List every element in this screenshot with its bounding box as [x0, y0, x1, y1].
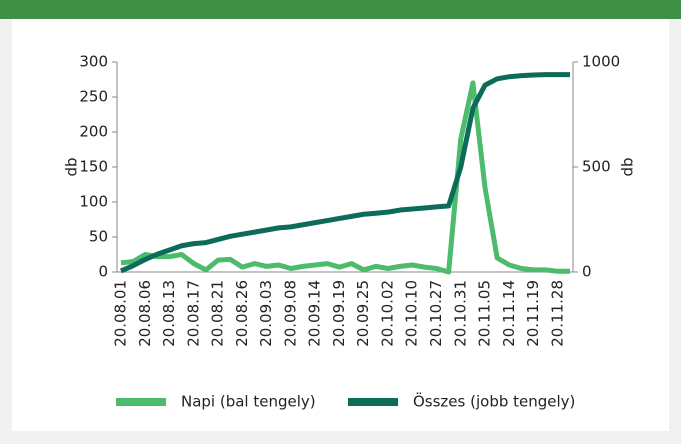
x-tick-label: 20.09.03: [257, 280, 275, 347]
x-tick-label: 20.08.17: [184, 280, 202, 347]
x-tick-label: 20.08.01: [112, 280, 130, 347]
y2-tick-label: 1000: [582, 53, 620, 71]
x-tick-label: 20.11.05: [476, 280, 494, 347]
y2-axis-label: db: [619, 157, 637, 176]
legend-label: Napi (bal tengely): [181, 393, 316, 411]
series-line: [120, 80, 570, 275]
y-tick-label: 50: [89, 228, 108, 246]
y-tick-label: 0: [98, 263, 108, 281]
x-tick-label: 20.10.02: [378, 280, 396, 347]
x-tick-label: 20.11.28: [548, 280, 566, 347]
x-tick-label: 20.09.14: [306, 280, 324, 347]
x-tick-label: 20.08.06: [136, 280, 154, 347]
x-tick-label: 20.09.08: [281, 280, 299, 347]
x-tick-label: 20.08.21: [209, 280, 227, 347]
y-tick-label: 300: [79, 53, 108, 71]
y-tick-label: 200: [79, 123, 108, 141]
x-tick-label: 20.11.14: [500, 280, 518, 347]
x-tick-label: 20.09.25: [354, 280, 372, 347]
x-tick-label: 20.10.10: [403, 280, 421, 347]
header-bar: [0, 0, 681, 19]
x-tick-label: 20.08.13: [160, 280, 178, 347]
y-tick-label: 100: [79, 193, 108, 211]
y2-tick-label: 500: [582, 158, 611, 176]
x-tick-label: 20.09.19: [330, 280, 348, 347]
series-line: [120, 72, 570, 274]
legend-label: Összes (jobb tengely): [413, 392, 575, 411]
x-tick-label: 20.08.26: [233, 280, 251, 347]
y-tick-label: 250: [79, 88, 108, 106]
x-tick-label: 20.10.27: [427, 280, 445, 347]
y2-tick-label: 0: [582, 263, 592, 281]
card: [12, 19, 669, 431]
y-axis-label: db: [63, 157, 81, 176]
x-tick-label: 20.11.19: [524, 280, 542, 347]
y-tick-label: 150: [79, 158, 108, 176]
x-tick-label: 20.10.31: [451, 280, 469, 347]
